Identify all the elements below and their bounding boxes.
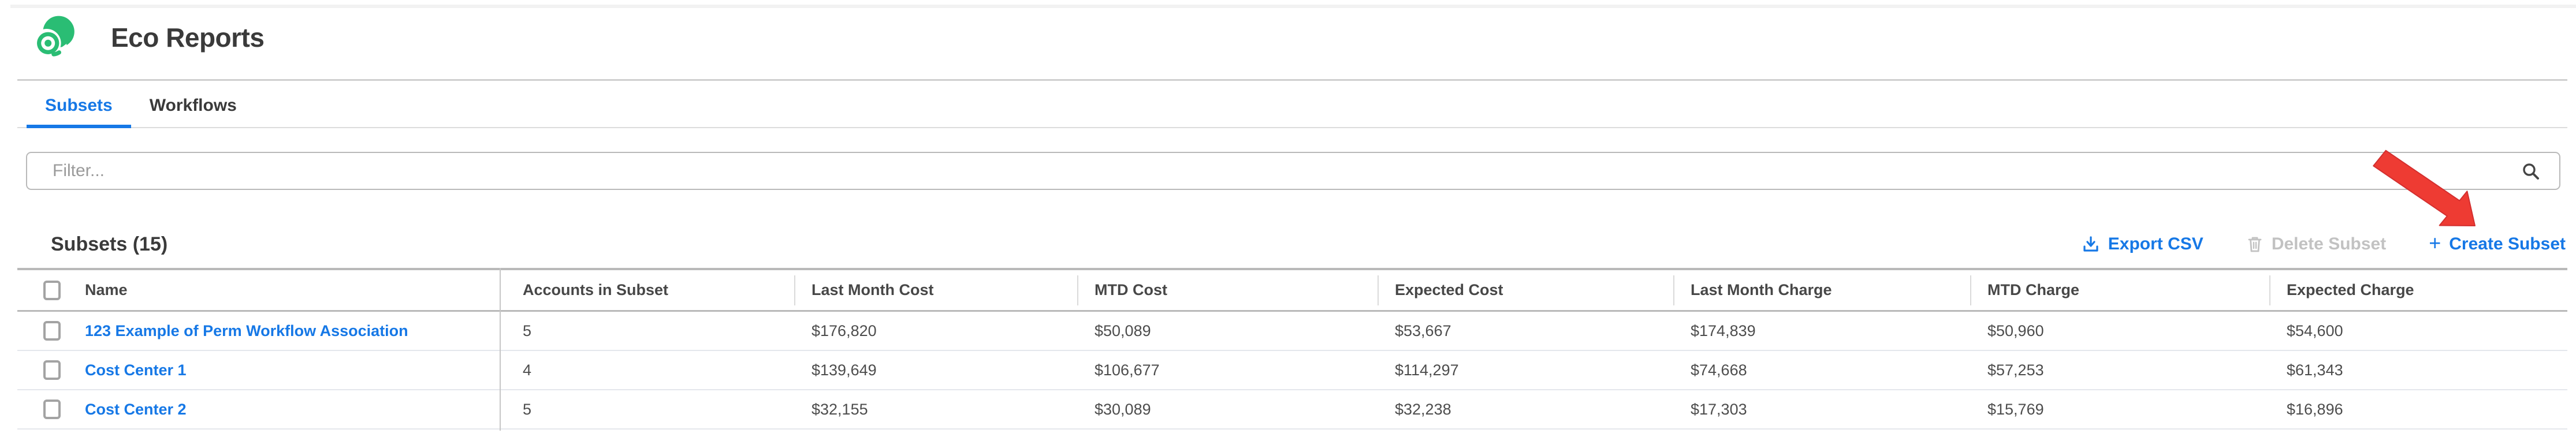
column-header-last-month-cost: Last Month Cost — [794, 270, 1077, 310]
tab-workflows[interactable]: Workflows — [149, 96, 237, 115]
cell-last-month-cost: $176,820 — [811, 322, 877, 339]
table-row: Cost Center 2 5 $32,155 $30,089 $32,238 … — [17, 390, 2567, 430]
cell-mtd-charge: $50,960 — [1987, 322, 2044, 339]
cell-accounts: 5 — [523, 322, 532, 339]
delete-subset-button[interactable]: Delete Subset — [2246, 234, 2386, 254]
subsets-table: Name Accounts in Subset Last Month Cost … — [17, 268, 2567, 431]
plus-icon: + — [2429, 231, 2441, 255]
export-csv-button[interactable]: Export CSV — [2082, 234, 2203, 254]
export-csv-label: Export CSV — [2108, 234, 2203, 253]
cell-expected-cost: $32,238 — [1395, 400, 1451, 418]
column-header-mtd-charge: MTD Charge — [1970, 270, 2269, 310]
subset-name-link[interactable]: Cost Center 1 — [85, 361, 187, 379]
cell-mtd-charge: $57,253 — [1987, 361, 2044, 379]
column-header-mtd-cost: MTD Cost — [1077, 270, 1378, 310]
cell-last-month-charge: $17,303 — [1691, 400, 1747, 418]
cell-last-month-charge: $74,668 — [1691, 361, 1747, 379]
subset-name-link[interactable]: 123 Example of Perm Workflow Association — [85, 322, 408, 339]
table-actions: Export CSV Delete Subset + Create Subset — [2082, 230, 2566, 259]
cell-last-month-cost: $139,649 — [811, 361, 877, 379]
page-title: Eco Reports — [111, 23, 265, 53]
download-icon — [2083, 236, 2098, 252]
spot-eco-logo-icon — [32, 16, 75, 59]
delete-subset-label: Delete Subset — [2271, 234, 2387, 253]
header-divider — [17, 79, 2567, 81]
cell-mtd-cost: $50,089 — [1095, 322, 1151, 339]
cell-mtd-charge: $15,769 — [1987, 400, 2044, 418]
table-header-row: Name Accounts in Subset Last Month Cost … — [17, 268, 2567, 312]
cell-accounts: 5 — [523, 400, 532, 418]
section-title: Subsets (15) — [51, 233, 168, 255]
row-checkbox[interactable] — [43, 400, 61, 419]
page-top-border — [10, 5, 2576, 8]
row-checkbox[interactable] — [43, 360, 61, 380]
tab-subsets[interactable]: Subsets — [27, 87, 131, 128]
trash-icon — [2248, 237, 2262, 252]
filter-input[interactable] — [26, 152, 2560, 190]
create-subset-label: Create Subset — [2449, 234, 2566, 253]
cell-expected-cost: $114,297 — [1395, 361, 1459, 379]
cell-expected-charge: $54,600 — [2287, 322, 2343, 339]
column-header-last-month-charge: Last Month Charge — [1673, 270, 1970, 310]
cell-last-month-charge: $174,839 — [1691, 322, 1756, 339]
cell-expected-charge: $61,343 — [2287, 361, 2343, 379]
tab-bar: Subsets Workflows — [17, 87, 2567, 128]
cell-expected-cost: $53,667 — [1395, 322, 1451, 339]
filter-container — [26, 152, 2560, 190]
cell-accounts: 4 — [523, 361, 532, 379]
cell-mtd-cost: $30,089 — [1095, 400, 1151, 418]
name-column-divider — [500, 268, 501, 431]
subset-name-link[interactable]: Cost Center 2 — [85, 400, 187, 418]
column-header-expected-charge: Expected Charge — [2269, 270, 2567, 310]
select-all-checkbox[interactable] — [43, 280, 61, 300]
row-checkbox[interactable] — [43, 321, 61, 341]
search-icon — [2523, 163, 2539, 180]
create-subset-button[interactable]: + Create Subset — [2429, 231, 2566, 255]
column-header-name: Name — [85, 281, 128, 298]
cell-last-month-cost: $32,155 — [811, 400, 868, 418]
column-header-accounts: Accounts in Subset — [523, 281, 669, 298]
table-row: Cost Center 1 4 $139,649 $106,677 $114,2… — [17, 351, 2567, 390]
cell-mtd-cost: $106,677 — [1095, 361, 1160, 379]
table-row: 123 Example of Perm Workflow Association… — [17, 312, 2567, 351]
column-header-expected-cost: Expected Cost — [1378, 270, 1673, 310]
cell-expected-charge: $16,896 — [2287, 400, 2343, 418]
